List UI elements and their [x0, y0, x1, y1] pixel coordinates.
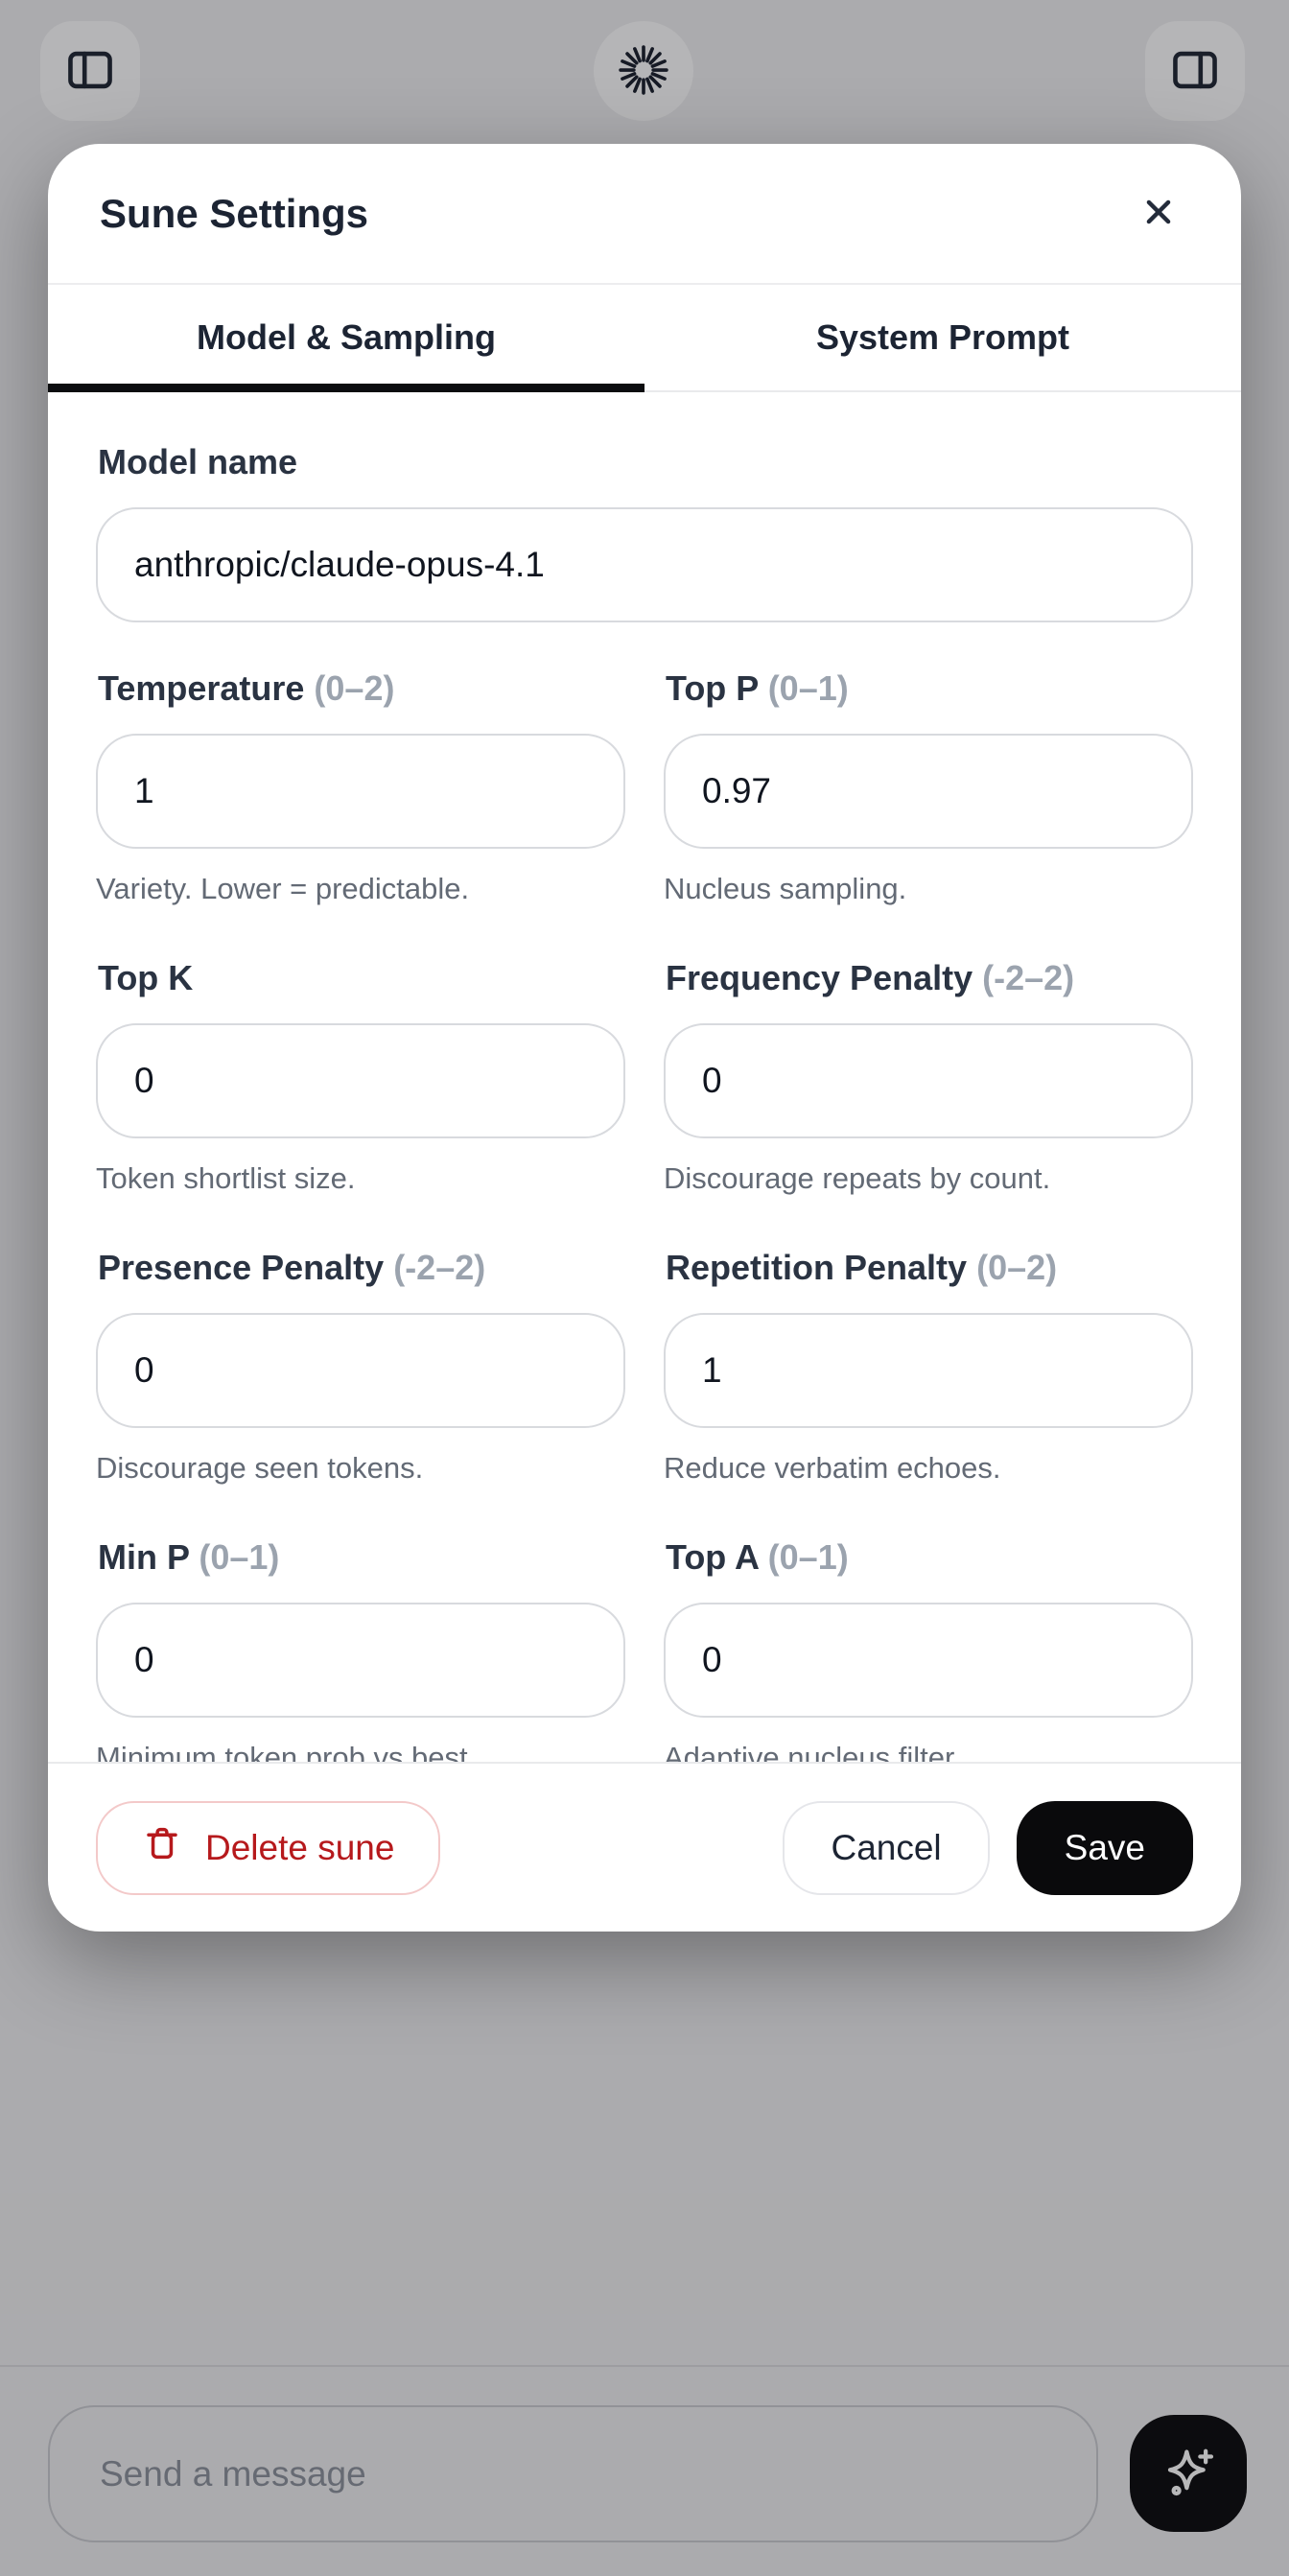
- param-range: (-2–2): [393, 1248, 486, 1287]
- param-top-k: Top K Token shortlist size.: [96, 958, 625, 1196]
- dialog-header: Sune Settings: [48, 144, 1241, 285]
- param-help: Adaptive nucleus filter.: [664, 1741, 962, 1762]
- delete-sune-button[interactable]: Delete sune: [96, 1800, 441, 1895]
- param-label: Top P: [666, 668, 759, 708]
- param-help: Discourage seen tokens.: [96, 1451, 424, 1485]
- sparkle-icon: [1157, 2441, 1220, 2507]
- param-frequency-penalty: Frequency Penalty (-2–2) Discourage repe…: [664, 958, 1193, 1196]
- param-help: Discourage repeats by count.: [664, 1161, 1051, 1195]
- cancel-button[interactable]: Cancel: [783, 1800, 990, 1895]
- close-button[interactable]: [1128, 183, 1189, 245]
- dialog-title: Sune Settings: [100, 190, 369, 236]
- close-icon: [1137, 191, 1180, 236]
- param-range: (0–2): [314, 668, 395, 708]
- param-top-p: Top P (0–1) Nucleus sampling.: [664, 668, 1193, 906]
- param-help: Minimum token prob vs best.: [96, 1741, 477, 1762]
- burst-icon: [616, 42, 671, 101]
- settings-form: Model name Temperature (0–2) Variety. Lo…: [48, 392, 1241, 1762]
- sune-settings-dialog: Sune Settings Model & Sampling System Pr…: [48, 144, 1241, 1932]
- param-min-p: Min P (0–1) Minimum token prob vs best.: [96, 1537, 625, 1762]
- footer-actions: Cancel Save: [783, 1800, 1193, 1895]
- repetition-penalty-input[interactable]: [664, 1313, 1193, 1428]
- min-p-input[interactable]: [96, 1603, 625, 1718]
- param-top-a: Top A (0–1) Adaptive nucleus filter.: [664, 1537, 1193, 1762]
- tab-model-sampling[interactable]: Model & Sampling: [48, 285, 644, 392]
- panel-right-icon: [1167, 42, 1223, 101]
- presence-penalty-input[interactable]: [96, 1313, 625, 1428]
- dialog-footer: Delete sune Cancel Save: [48, 1762, 1241, 1932]
- param-label: Frequency Penalty: [666, 958, 973, 997]
- model-name-label: Model name: [98, 442, 298, 481]
- param-range: (0–1): [767, 1537, 849, 1577]
- param-label: Top K: [98, 958, 194, 997]
- save-button[interactable]: Save: [1016, 1800, 1193, 1895]
- sampling-params-grid: Temperature (0–2) Variety. Lower = predi…: [96, 668, 1193, 1762]
- param-help: Variety. Lower = predictable.: [96, 872, 470, 905]
- toggle-left-sidebar-button[interactable]: [40, 21, 140, 121]
- send-message-input[interactable]: [48, 2405, 1098, 2542]
- param-temperature: Temperature (0–2) Variety. Lower = predi…: [96, 668, 625, 906]
- send-button[interactable]: [1130, 2415, 1247, 2532]
- model-burst-button[interactable]: [594, 21, 693, 121]
- tab-system-prompt[interactable]: System Prompt: [644, 285, 1241, 390]
- top-a-input[interactable]: [664, 1603, 1193, 1718]
- model-name-group: Model name: [96, 442, 1193, 622]
- param-label: Temperature: [98, 668, 305, 708]
- param-range: (0–1): [767, 668, 849, 708]
- param-range: (0–1): [199, 1537, 280, 1577]
- panel-left-icon: [62, 42, 118, 101]
- param-label: Repetition Penalty: [666, 1248, 968, 1287]
- param-range: (-2–2): [982, 958, 1075, 997]
- param-label: Min P: [98, 1537, 190, 1577]
- top-k-input[interactable]: [96, 1023, 625, 1138]
- trash-icon: [142, 1823, 182, 1872]
- settings-tabs: Model & Sampling System Prompt: [48, 285, 1241, 392]
- message-composer: [0, 2365, 1289, 2576]
- param-help: Nucleus sampling.: [664, 872, 907, 905]
- toggle-right-sidebar-button[interactable]: [1145, 21, 1245, 121]
- param-repetition-penalty: Repetition Penalty (0–2) Reduce verbatim…: [664, 1248, 1193, 1486]
- frequency-penalty-input[interactable]: [664, 1023, 1193, 1138]
- param-help: Token shortlist size.: [96, 1161, 356, 1195]
- temperature-input[interactable]: [96, 734, 625, 849]
- delete-sune-label: Delete sune: [205, 1827, 395, 1867]
- param-label: Top A: [666, 1537, 759, 1577]
- param-presence-penalty: Presence Penalty (-2–2) Discourage seen …: [96, 1248, 625, 1486]
- param-range: (0–2): [976, 1248, 1058, 1287]
- model-name-input[interactable]: [96, 507, 1193, 622]
- top-p-input[interactable]: [664, 734, 1193, 849]
- param-help: Reduce verbatim echoes.: [664, 1451, 1001, 1485]
- param-label: Presence Penalty: [98, 1248, 385, 1287]
